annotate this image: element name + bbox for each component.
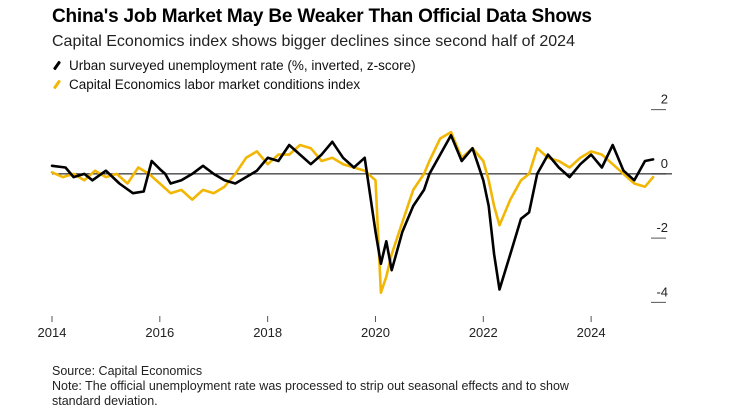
series-line-labor-index — [50, 130, 655, 295]
series-line-unemployment — [50, 134, 655, 291]
x-tick-label: 2024 — [577, 325, 606, 340]
legend-item-unemployment: Urban surveyed unemployment rate (%, inv… — [52, 58, 416, 73]
legend-item-labor-index: Capital Economics labor market condition… — [52, 77, 360, 92]
x-tick-label: 2020 — [361, 325, 390, 340]
x-tick-label: 2014 — [38, 325, 67, 340]
y-axis: 2 0 -2 -4 — [52, 92, 672, 303]
chart-subtitle: Capital Economics index shows bigger dec… — [52, 33, 575, 50]
footnote: Note: The official unemployment rate was… — [52, 379, 569, 393]
legend-label: Urban surveyed unemployment rate (%, inv… — [69, 58, 416, 73]
chart-title: China's Job Market May Be Weaker Than Of… — [52, 6, 592, 27]
x-tick-label: 2018 — [253, 325, 282, 340]
source-note: Source: Capital Economics — [52, 364, 203, 378]
x-tick-label: 2016 — [145, 325, 174, 340]
footnote-continued: standard deviation. — [52, 394, 158, 408]
legend-label: Capital Economics labor market condition… — [69, 77, 361, 92]
x-tick-label: 2022 — [469, 325, 498, 340]
y-tick-label: 2 — [661, 92, 668, 107]
y-tick-label: 0 — [661, 156, 668, 171]
y-tick-label: -4 — [656, 284, 668, 299]
y-tick-label: -2 — [656, 220, 668, 235]
series-lines — [50, 130, 655, 295]
x-axis: 2014 2016 2018 2020 2022 2024 — [38, 316, 606, 340]
